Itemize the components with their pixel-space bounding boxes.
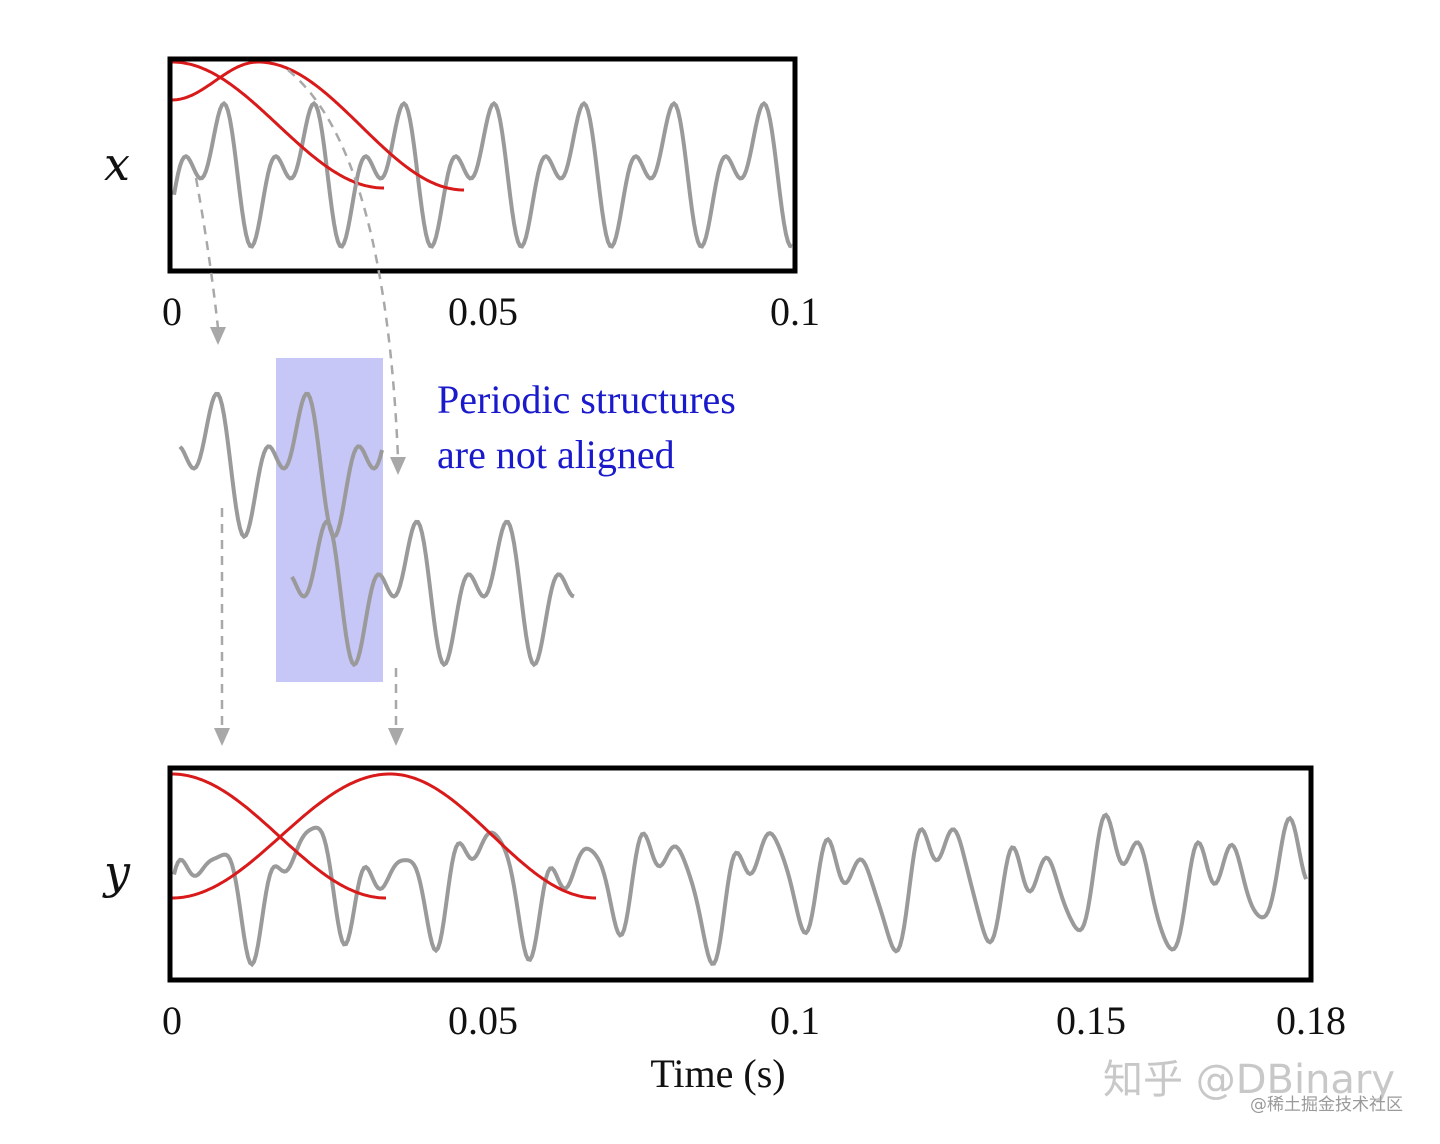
arrow-head <box>210 327 226 345</box>
panel-x-tick-label: 0.05 <box>448 289 518 334</box>
watermark: 知乎 @DBinary @稀土掘金技术社区 <box>1103 1057 1403 1115</box>
dashed-arrow <box>287 69 400 459</box>
watermark-sub: @稀土掘金技术社区 <box>1250 1095 1403 1115</box>
dashed-arrow <box>194 177 220 329</box>
window-x-2 <box>171 60 464 192</box>
arrow-head <box>390 457 406 475</box>
panel-y-frame <box>167 765 1314 983</box>
panel-y-tick-label: 0 <box>162 998 182 1043</box>
panel-y-variable-label: y <box>102 845 131 899</box>
panel-x: x 0 0.05 0.1 <box>104 56 820 334</box>
panel-x-tick-label: 0 <box>162 289 182 334</box>
signal-y-curve <box>172 812 1308 968</box>
panel-y-tick-label: 0.05 <box>448 998 518 1043</box>
window-y-2 <box>172 772 596 900</box>
panel-x-frame <box>167 56 798 274</box>
window-x-1 <box>172 60 384 190</box>
watermark-main: 知乎 @DBinary <box>1103 1057 1395 1103</box>
annotation-line-1: Periodic structures <box>437 377 736 422</box>
arrow-head <box>214 728 230 746</box>
signal-x-curve <box>172 100 793 249</box>
panel-y-tick-label: 0.15 <box>1056 998 1126 1043</box>
panel-y-tick-label: 0.18 <box>1276 998 1346 1043</box>
annotation-line-2: are not aligned <box>437 432 675 477</box>
panel-x-variable-label: x <box>104 137 130 191</box>
arrow-head <box>388 728 404 746</box>
segment-1-curve <box>178 391 384 540</box>
panel-x-tick-label: 0.1 <box>770 289 820 334</box>
time-axis-title: Time (s) <box>650 1051 785 1096</box>
panel-y-tick-label: 0.1 <box>770 998 820 1043</box>
mapping-arrows <box>194 69 400 728</box>
segments-group: Periodic structures are not aligned <box>178 358 736 682</box>
panel-y: y 0 0.05 0.1 0.15 0.18 Time (s) <box>102 765 1346 1096</box>
segment-2-curve <box>290 519 575 668</box>
arrow-heads <box>210 327 406 746</box>
